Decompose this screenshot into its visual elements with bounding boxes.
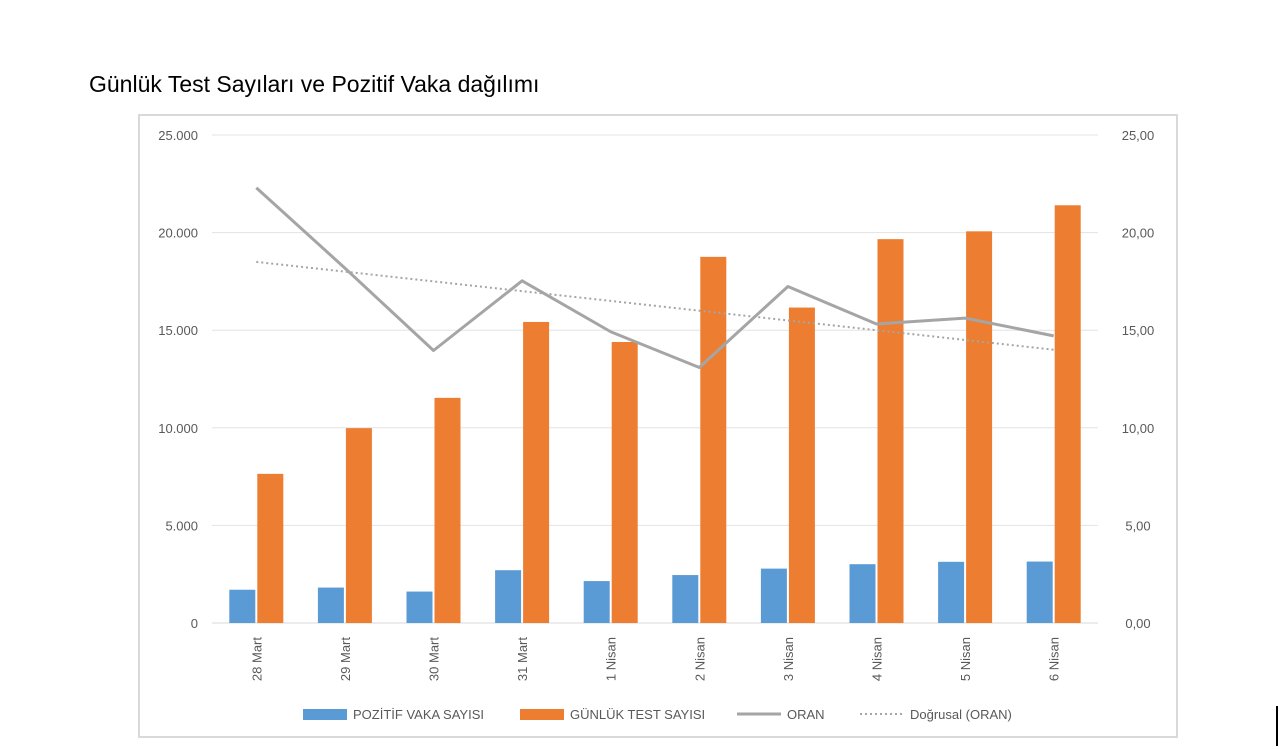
right-axis-tick-label: 5,00 (1125, 518, 1150, 533)
daily-test-bar (257, 473, 284, 623)
page-title: Günlük Test Sayıları ve Pozitif Vaka dağ… (89, 71, 540, 97)
positive-case-bar (406, 591, 433, 623)
daily-test-bar (434, 397, 461, 623)
positive-case-bar (229, 589, 256, 623)
x-axis-tick-label: 1 Nisan (604, 637, 619, 681)
right-axis-tick-labels: 0,00 5,00 10,00 15,00 20,00 25,00 (1122, 128, 1155, 631)
left-axis-tick-label: 25.000 (158, 128, 198, 143)
bars (229, 205, 1081, 623)
legend-item: POZİTİF VAKA SAYISI (303, 707, 484, 722)
positive-case-bar (760, 568, 787, 623)
left-axis-tick-label: 5.000 (165, 518, 198, 533)
positive-case-bar (583, 581, 610, 623)
legend-item: ORAN (737, 707, 825, 722)
x-axis-tick-label: 31 Mart (515, 637, 530, 681)
combo-chart: 0 5.000 10.000 15.000 20.000 25.000 0,00 5,00 1… (158, 128, 1155, 722)
daily-test-bar (700, 256, 727, 623)
legend-label: GÜNLÜK TEST SAYISI (570, 707, 705, 722)
daily-test-bar (788, 307, 815, 623)
trendline (256, 260, 1054, 351)
chart-area: 0 5.000 10.000 15.000 20.000 25.000 0,00 5,00 1… (138, 114, 1178, 738)
right-axis-tick-label: 0,00 (1125, 616, 1150, 631)
right-axis-tick-label: 25,00 (1122, 128, 1155, 143)
left-axis-tick-label: 0 (191, 616, 198, 631)
positive-case-bar (495, 570, 522, 623)
positive-case-bar (672, 575, 699, 623)
legend-item: Doğrusal (ORAN) (860, 707, 1012, 722)
ratio-line (255, 186, 1054, 369)
x-axis-tick-label: 2 Nisan (692, 637, 707, 681)
x-axis-tick-labels: 28 Mart 29 Mart 30 Mart 31 Mart 1 Nisan 2 Nis… (249, 637, 1061, 681)
right-axis-tick-label: 15,00 (1122, 323, 1155, 338)
ratio-line-layer (255, 186, 1054, 369)
x-axis-tick-label: 30 Mart (427, 637, 442, 681)
left-axis-tick-label: 10.000 (158, 421, 198, 436)
daily-test-bar (611, 341, 638, 623)
daily-test-bar (345, 428, 372, 623)
legend-label: POZİTİF VAKA SAYISI (353, 707, 484, 722)
daily-test-bar (966, 231, 993, 623)
daily-test-bar (1054, 205, 1081, 623)
legend-label: Doğrusal (ORAN) (910, 707, 1012, 722)
right-axis-tick-label: 10,00 (1122, 421, 1155, 436)
x-axis-tick-label: 28 Mart (249, 637, 264, 681)
x-axis-tick-label: 3 Nisan (781, 637, 796, 681)
legend-label: ORAN (787, 707, 825, 722)
left-axis-tick-labels: 0 5.000 10.000 15.000 20.000 25.000 (158, 128, 198, 631)
legend-item: GÜNLÜK TEST SAYISI (520, 707, 705, 722)
x-axis-tick-label: 4 Nisan (870, 637, 885, 681)
legend: POZİTİF VAKA SAYISI GÜNLÜK TEST SAYISI ORA… (303, 707, 1012, 722)
positive-case-bar (317, 587, 344, 623)
left-axis-tick-label: 15.000 (158, 323, 198, 338)
left-axis-tick-label: 20.000 (158, 226, 198, 241)
legend-swatch (303, 709, 347, 720)
daily-test-bar (877, 239, 904, 623)
trendline-layer (256, 260, 1054, 351)
positive-case-bar (938, 561, 965, 623)
legend-swatch (520, 709, 564, 720)
daily-test-bar (523, 321, 550, 623)
x-axis-tick-label: 5 Nisan (958, 637, 973, 681)
x-axis-tick-label: 29 Mart (338, 637, 353, 681)
positive-case-bar (1026, 561, 1053, 623)
gridlines (212, 134, 1098, 624)
corner-mark (1276, 706, 1278, 746)
right-axis-tick-label: 20,00 (1122, 226, 1155, 241)
positive-case-bar (849, 564, 876, 623)
x-axis-tick-label: 6 Nisan (1047, 637, 1062, 681)
